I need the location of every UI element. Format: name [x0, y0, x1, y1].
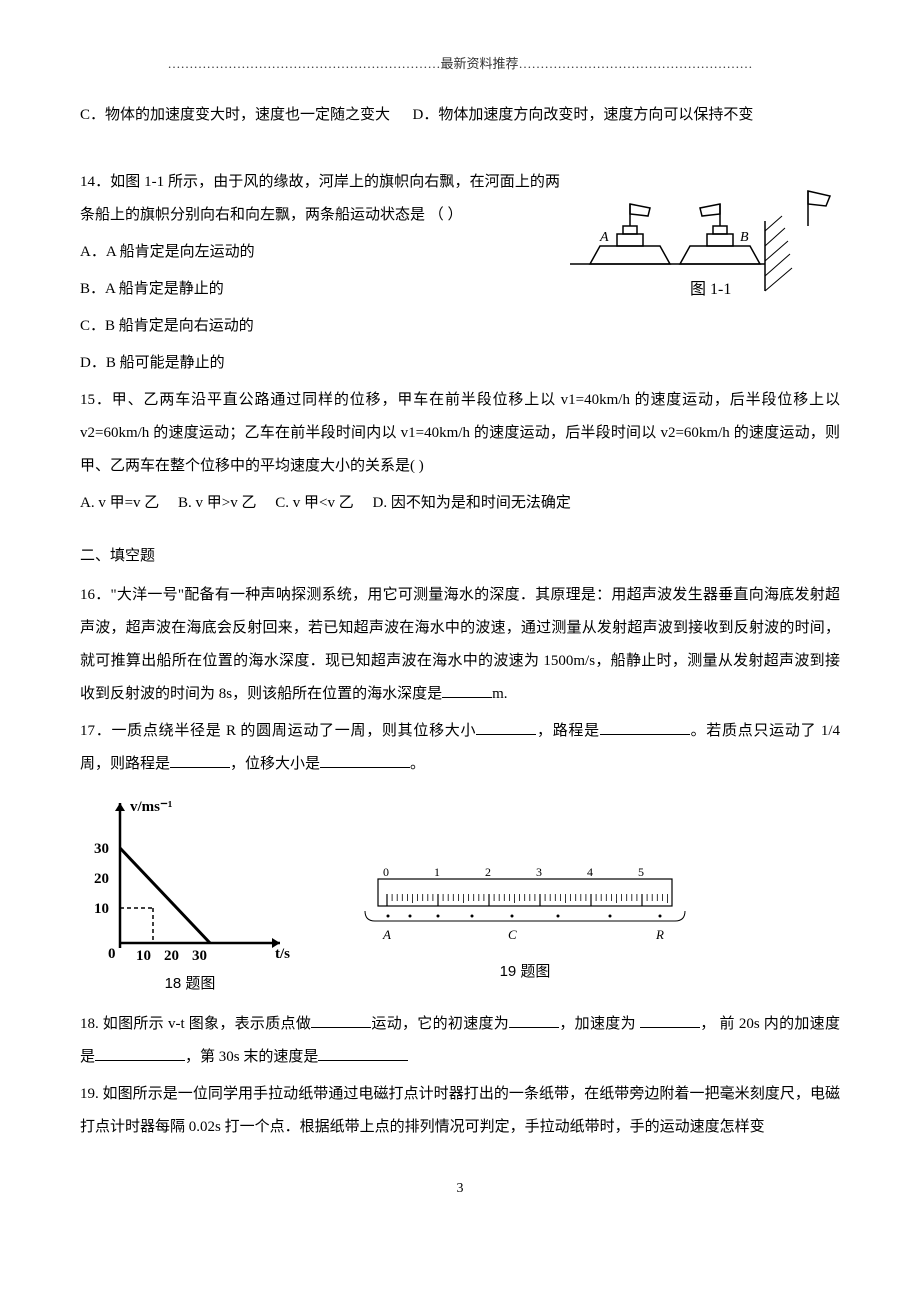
vt-ylabel: v/ms⁻¹: [130, 799, 172, 815]
q18-blank1: [311, 1013, 371, 1028]
q18-t5: ，第 30s 末的速度是: [185, 1049, 318, 1065]
xtick-10: 10: [136, 948, 151, 963]
q17-blank3: [170, 753, 230, 768]
ytick-10: 10: [94, 901, 109, 917]
svg-text:4: 4: [587, 865, 593, 879]
q17-blank2: [600, 720, 690, 735]
q17-t4: ，位移大小是: [230, 756, 320, 772]
section2-title: 二、填空题: [80, 540, 840, 573]
q17-t2: ，路程是: [536, 723, 600, 739]
q17-t1: 17．一质点绕半径是 R 的圆周运动了一周，则其位移大小: [80, 723, 476, 739]
svg-text:2: 2: [485, 865, 491, 879]
tape-label-A: A: [382, 927, 391, 942]
fig19-wrapper: 0 1 2 3 4 5 A C R 19 题图: [360, 861, 690, 988]
svg-text:1: 1: [434, 865, 440, 879]
q15-optC: C. v 甲<v 乙: [275, 495, 353, 511]
ruler-top-labels: 0 1 2 3 4 5: [383, 865, 644, 879]
tape-dots: [387, 914, 662, 917]
shore-group: [765, 191, 830, 291]
tape-label-R: R: [655, 927, 664, 942]
q15: 15．甲、乙两车沿平直公路通过同样的位移，甲车在前半段位移上以 v1=40km/…: [80, 384, 840, 520]
q15-optA: A. v 甲=v 乙: [80, 495, 159, 511]
fig18-caption: 18 题图: [80, 967, 300, 1000]
fig18-wrapper: v/ms⁻¹ t/s 30 20 10 0 10 20 30 18 题图: [80, 793, 300, 1000]
q17-blank1: [476, 720, 536, 735]
ruler-ticks: [387, 894, 668, 906]
q13-optD: D．物体加速度方向改变时，速度方向可以保持不变: [413, 107, 754, 123]
q18-t3: ，加速度为: [559, 1016, 640, 1032]
q14-figure: A B 图 1-1: [570, 186, 840, 306]
svg-text:5: 5: [638, 865, 644, 879]
boat-b-group: B: [680, 204, 760, 264]
q17: 17．一质点绕半径是 R 的圆周运动了一周，则其位移大小，路程是。若质点只运动了…: [80, 715, 840, 781]
xtick-20: 20: [164, 948, 179, 963]
q15-optB: B. v 甲>v 乙: [178, 495, 256, 511]
q16-text2: m.: [492, 686, 507, 702]
tape-ruler: 0 1 2 3 4 5 A C R: [360, 861, 690, 951]
q18-blank2: [509, 1013, 559, 1028]
q15-options: A. v 甲=v 乙 B. v 甲>v 乙 C. v 甲<v 乙 D. 因不知为…: [80, 487, 840, 520]
ytick-20: 20: [94, 871, 109, 887]
ytick-30: 30: [94, 841, 109, 857]
q13-optC: C．物体的加速度变大时，速度也一定随之变大: [80, 107, 390, 123]
q18-t1: 18. 如图所示 v-t 图象，表示质点做: [80, 1016, 311, 1032]
vt-graph: v/ms⁻¹ t/s 30 20 10 0 10 20 30: [80, 793, 300, 963]
q17-blank4: [320, 753, 410, 768]
q15-optD: D. 因不知为是和时间无法确定: [372, 495, 570, 511]
q18-blank3: [640, 1013, 700, 1028]
q13-options: C．物体的加速度变大时，速度也一定随之变大 D．物体加速度方向改变时，速度方向可…: [80, 99, 840, 132]
boat-a-group: A: [590, 204, 670, 264]
svg-text:0: 0: [383, 865, 389, 879]
q17-t5: 。: [410, 756, 425, 772]
tape-label-C: C: [508, 927, 517, 942]
q19: 19. 如图所示是一位同学用手拉动纸带通过电磁打点计时器打出的一条纸带，在纸带旁…: [80, 1078, 840, 1144]
q14: A B 图 1-1 14．如图 1-1 所示，由: [80, 166, 840, 384]
q14-optD: D．B 船可能是静止的: [80, 347, 840, 380]
xtick-30: 30: [192, 948, 207, 963]
q18: 18. 如图所示 v-t 图象，表示质点做运动，它的初速度为，加速度为 ， 前 …: [80, 1008, 840, 1074]
q16-blank: [442, 683, 492, 698]
fig19-caption: 19 题图: [360, 955, 690, 988]
boat-a-label: A: [599, 230, 609, 245]
q18-t2: 运动，它的初速度为: [371, 1016, 509, 1032]
page-number: 3: [80, 1174, 840, 1205]
vt-xlabel: t/s: [275, 946, 290, 962]
q15-stem: 15．甲、乙两车沿平直公路通过同样的位移，甲车在前半段位移上以 v1=40km/…: [80, 384, 840, 483]
origin-0: 0: [108, 946, 116, 962]
header-rule: ………………………………………………………最新资料推荐……………………………………: [80, 50, 840, 79]
q18-blank4: [95, 1046, 185, 1061]
q14-optC: C．B 船肯定是向右运动的: [80, 310, 840, 343]
boats-diagram: A B 图 1-1: [570, 186, 840, 306]
boat-b-label: B: [740, 230, 749, 245]
q16: 16．"大洋一号"配备有一种声呐探测系统，用它可测量海水的深度．其原理是：用超声…: [80, 579, 840, 711]
fig1-1-label: 图 1-1: [690, 281, 731, 298]
svg-text:3: 3: [536, 865, 542, 879]
figures-row: v/ms⁻¹ t/s 30 20 10 0 10 20 30 18 题图 0 1…: [80, 793, 840, 1000]
q18-blank5: [318, 1046, 408, 1061]
